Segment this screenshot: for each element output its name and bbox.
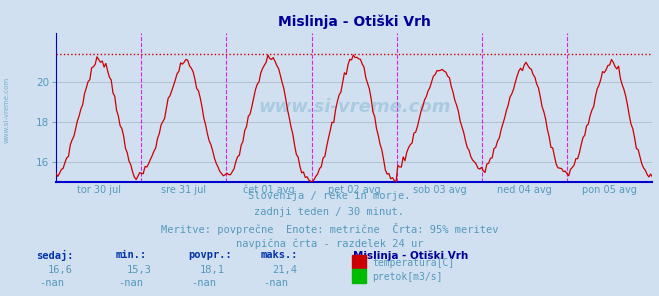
Text: Mislinja - Otiški Vrh: Mislinja - Otiški Vrh <box>353 250 468 260</box>
Text: www.si-vreme.com: www.si-vreme.com <box>258 98 451 116</box>
Text: 15,3: 15,3 <box>127 265 152 275</box>
Text: pretok[m3/s]: pretok[m3/s] <box>372 272 443 282</box>
Text: -nan: -nan <box>119 278 144 288</box>
Text: -nan: -nan <box>191 278 216 288</box>
Text: zadnji teden / 30 minut.: zadnji teden / 30 minut. <box>254 207 405 217</box>
Text: www.si-vreme.com: www.si-vreme.com <box>3 76 10 143</box>
Text: temperatura[C]: temperatura[C] <box>372 258 455 268</box>
Text: 18,1: 18,1 <box>200 265 225 275</box>
Text: min.:: min.: <box>115 250 146 260</box>
Title: Mislinja - Otiški Vrh: Mislinja - Otiški Vrh <box>278 14 430 29</box>
Text: sedaj:: sedaj: <box>36 250 74 261</box>
Text: -nan: -nan <box>40 278 65 288</box>
Text: Slovenija / reke in morje.: Slovenija / reke in morje. <box>248 191 411 201</box>
Text: -nan: -nan <box>264 278 289 288</box>
Text: navpična črta - razdelek 24 ur: navpična črta - razdelek 24 ur <box>236 238 423 249</box>
Text: povpr.:: povpr.: <box>188 250 231 260</box>
Text: 16,6: 16,6 <box>48 265 73 275</box>
Text: 21,4: 21,4 <box>272 265 297 275</box>
Text: Meritve: povprečne  Enote: metrične  Črta: 95% meritev: Meritve: povprečne Enote: metrične Črta:… <box>161 223 498 236</box>
Text: maks.:: maks.: <box>260 250 298 260</box>
